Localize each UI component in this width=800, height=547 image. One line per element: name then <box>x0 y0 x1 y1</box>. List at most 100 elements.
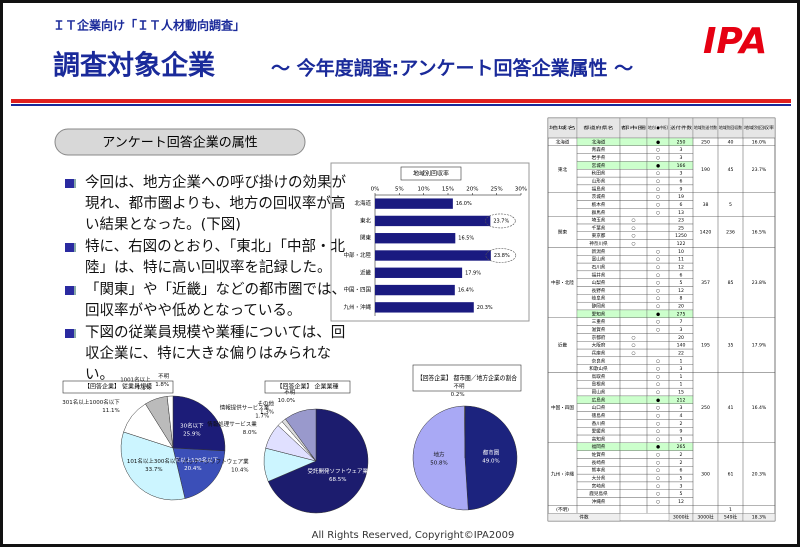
cell-text: ○ <box>656 156 660 161</box>
cell-text: 12 <box>678 288 684 294</box>
cell-text: 福島県 <box>592 185 606 192</box>
cell-text: 18.3% <box>752 515 767 521</box>
cell-text: 1250 <box>675 233 687 239</box>
cell-text: 広島県 <box>592 396 606 403</box>
cell-text: ○ <box>656 453 660 458</box>
cell-text: ○ <box>631 219 635 224</box>
slice-label: その他 <box>258 400 275 408</box>
chart-title: 【回答企業】 従業員規模 <box>84 383 152 391</box>
cell-text: 23 <box>678 218 684 224</box>
cell-text: 埼玉県 <box>592 217 606 224</box>
cell-text: 長崎県 <box>592 459 606 466</box>
cell-text: 群馬県 <box>592 209 606 216</box>
x-tick-label: 0% <box>371 187 380 193</box>
bar <box>375 284 455 296</box>
cell-text: 北海道 <box>592 138 606 145</box>
cell-text: 1 <box>680 382 683 388</box>
cell-text: 85 <box>728 280 734 286</box>
slice-value: 7.1% <box>137 386 151 392</box>
slice-value: 33.7% <box>145 467 162 473</box>
cell-text: 石川県 <box>592 264 606 270</box>
chart-title-box <box>400 166 462 181</box>
bullet-list: 今回は、地方企業への呼び掛けの効果が現れ、都市圏よりも、地方の回収率が高い結果と… <box>65 173 355 387</box>
slice-value: 25.9% <box>183 432 200 438</box>
cell-text: 5 <box>729 202 732 208</box>
footer: All Rights Reserved, Copyright©IPA2009 <box>312 530 515 541</box>
cell-text: 件数 <box>579 514 589 521</box>
cell-text: 神奈川県 <box>589 240 608 247</box>
cell-text: 20 <box>678 335 684 341</box>
value-label: 16.0% <box>456 201 472 207</box>
cell-text: ● <box>656 312 660 317</box>
slice-label: 30名以下 <box>180 422 204 430</box>
cell-text: 549社 <box>724 514 738 521</box>
y-tick-label: 中国・四国 <box>343 286 371 294</box>
cell-text: 15 <box>678 390 684 396</box>
header-title2: ～ 今年度調査:アンケート回答企業属性 ～ <box>271 57 633 80</box>
cell-text: ○ <box>656 359 660 364</box>
pie-slice <box>464 405 466 459</box>
cell-text: ○ <box>656 187 660 192</box>
value-label: 17.9% <box>465 270 481 276</box>
cell-text: 7 <box>680 319 683 325</box>
chart-title: 【回答企業】 企業業種 <box>277 383 339 391</box>
cell-text: 16.4% <box>752 405 767 411</box>
cell-text: 東北 <box>558 166 568 173</box>
pie-slice <box>267 408 369 514</box>
cell-text: ○ <box>656 179 660 184</box>
blue-rule <box>11 104 791 106</box>
cell-text: 宮崎県 <box>592 482 606 489</box>
cell-text: 長野県 <box>592 287 606 294</box>
slice-label: 不明 <box>454 383 466 390</box>
cell-text: 3 <box>680 147 683 153</box>
cell-text: 岩手県 <box>592 154 606 161</box>
slice-label: 31名以上100名以下 <box>168 456 219 464</box>
y-tick-label: 中部・北陸 <box>343 251 371 259</box>
table-cell <box>619 161 648 170</box>
cell-text: 福岡県 <box>592 443 606 450</box>
cell-text: 5 <box>680 476 683 482</box>
cell-text: 140 <box>677 343 686 349</box>
cell-text: 12 <box>678 264 684 270</box>
cell-text: ○ <box>656 406 660 411</box>
slice-value: 50.8% <box>430 460 447 466</box>
pie-slice <box>412 405 469 511</box>
cell-text: 11 <box>678 257 684 263</box>
cell-text: 岡山県 <box>592 389 606 396</box>
slice-value: 11.1% <box>102 408 119 414</box>
x-tick-label: 10% <box>418 187 430 193</box>
table-cell <box>619 442 648 451</box>
cell-text: 3 <box>680 366 683 372</box>
bar <box>375 233 456 244</box>
cell-text: ● <box>656 140 660 145</box>
value-label: 16.4% <box>458 288 474 294</box>
chart-title: 【回答企業】 都市圏／地方企業の割合 <box>417 373 517 382</box>
cell-text: 250 <box>701 405 710 411</box>
slice-label: パッケージソフトウェア業 <box>183 458 249 466</box>
cell-text: 1 <box>680 358 683 364</box>
slice-value: 1.7% <box>255 414 269 420</box>
cell-text: 4 <box>680 413 683 419</box>
cell-text: 6 <box>680 272 683 278</box>
cell-text: ○ <box>656 461 660 466</box>
cell-text: 212 <box>677 397 686 403</box>
cell-text: (不明) <box>556 507 569 513</box>
cell-text: 13 <box>678 210 684 216</box>
cell-text: ○ <box>656 328 660 333</box>
cell-text: 岐阜県 <box>592 295 606 302</box>
y-tick-label: 北海道 <box>354 199 371 207</box>
cell-text: ○ <box>656 297 660 302</box>
cell-text: ○ <box>656 437 660 442</box>
cell-text: 265 <box>677 444 686 450</box>
cell-text: 357 <box>701 280 710 286</box>
highlight <box>485 213 516 229</box>
cell-text: 20.3% <box>752 472 767 478</box>
cell-text: 熊本県 <box>592 467 606 474</box>
cell-text: ○ <box>656 289 660 294</box>
cell-text: 香川県 <box>592 420 606 427</box>
slice-value: 68.5% <box>329 477 346 483</box>
cell-text: 千葉県 <box>592 224 606 231</box>
cell-text: 3000社 <box>697 514 714 521</box>
cell-text: ○ <box>656 367 660 372</box>
cell-text: 青森県 <box>592 146 606 153</box>
